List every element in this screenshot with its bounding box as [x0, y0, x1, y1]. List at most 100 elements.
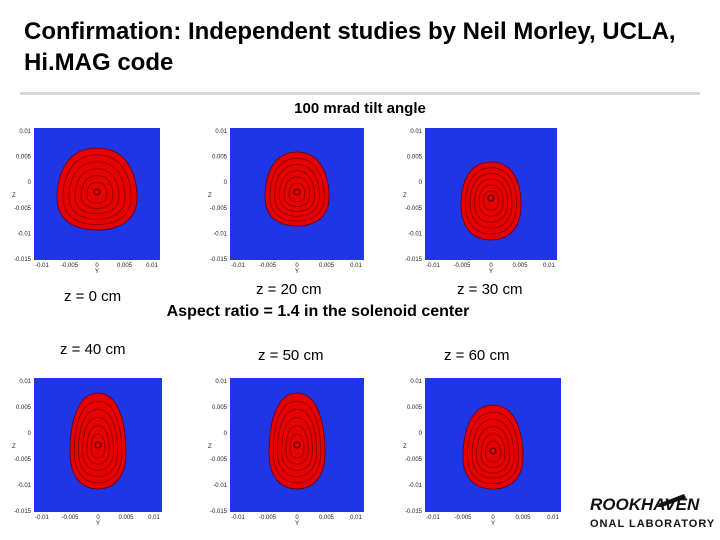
contour-line [467, 411, 519, 484]
contour-line [283, 176, 311, 207]
logo-swoosh [658, 494, 686, 507]
x-tick-label: 0.005 [117, 263, 133, 269]
y-tick-label: -0.005 [210, 457, 228, 463]
y-tick-label: 0.01 [215, 379, 227, 385]
y-tick-label: -0.015 [210, 509, 228, 515]
y-axis-label: Z [208, 193, 212, 199]
contour-core [489, 447, 497, 455]
contour-line [80, 175, 114, 209]
caption-z60: z = 60 cm [444, 347, 510, 364]
contour-plot-z20: 0.01 0.005 0 -0.005 -0.01 -0.015 Z -0.01 -0.005 0… [202, 124, 368, 274]
y-tick-label: 0 [28, 431, 32, 437]
x-tick-label: -0.005 [453, 263, 471, 269]
aspect-ratio-note: Aspect ratio = 1.4 in the solenoid cente… [166, 303, 470, 320]
contour-line [272, 400, 322, 484]
x-tick-label: 0 [96, 515, 100, 521]
caption-z20: z = 20 cm [256, 281, 322, 298]
x-tick-label: 0.01 [146, 263, 158, 269]
contour-line [478, 184, 504, 217]
x-tick-label: 0.005 [319, 263, 335, 269]
contour-line [277, 409, 317, 477]
x-tick-label: 0 [295, 515, 299, 521]
x-tick-label: 0.01 [350, 263, 362, 269]
y-tick-label: -0.01 [17, 483, 31, 489]
y-tick-label: 0.01 [410, 129, 422, 135]
y-tick-label: 0.005 [16, 155, 32, 161]
contour-line [465, 167, 517, 235]
contour-line [274, 164, 320, 217]
x-tick-label: 0 [95, 263, 99, 269]
x-axis-label: Y [95, 269, 99, 274]
y-tick-label: -0.01 [213, 231, 227, 237]
contour-line [68, 161, 126, 220]
contour-line [86, 425, 110, 465]
contour-line [285, 425, 309, 465]
contour-line [86, 182, 108, 204]
contour-line [78, 409, 118, 477]
contour-line [480, 433, 506, 468]
y-tick-label: 0.005 [407, 405, 423, 411]
contour-core [293, 188, 301, 196]
y-tick-label: -0.005 [405, 206, 423, 212]
y-tick-label: 0.005 [212, 405, 228, 411]
x-tick-label: 0 [489, 263, 493, 269]
x-tick-label: 0 [491, 515, 495, 521]
contour-line [73, 400, 123, 484]
x-tick-label: -0.01 [426, 263, 440, 269]
y-tick-label: -0.005 [14, 457, 32, 463]
title-divider [20, 92, 700, 95]
brookhaven-logo: ROOKHAVEN ONAL LABORATORY [588, 492, 720, 532]
x-tick-label: 0.005 [515, 515, 531, 521]
contour-region [268, 392, 326, 490]
contour-plot-z30: 0.01 0.005 0 -0.005 -0.01 -0.015 Z -0.01 -0.005 0… [397, 124, 561, 274]
y-tick-label: 0.005 [16, 405, 32, 411]
x-tick-label: -0.01 [231, 515, 245, 521]
contour-line [82, 417, 114, 471]
x-axis-label: Y [96, 521, 100, 526]
x-axis-label: Y [489, 269, 493, 274]
y-axis-label: Z [403, 193, 407, 199]
caption-z40: z = 40 cm [60, 341, 126, 358]
y-tick-label: 0.005 [407, 155, 423, 161]
y-tick-label: -0.01 [408, 231, 422, 237]
contour-line [485, 440, 501, 463]
contour-core [94, 441, 102, 449]
contour-line [483, 190, 499, 211]
x-tick-label: 0.01 [350, 515, 362, 521]
y-tick-label: -0.005 [210, 206, 228, 212]
y-tick-label: 0 [419, 180, 423, 186]
contour-line [279, 170, 315, 212]
x-tick-label: -0.01 [35, 263, 49, 269]
y-tick-label: 0.01 [19, 379, 31, 385]
contour-core [93, 188, 101, 196]
y-tick-label: 0 [28, 180, 32, 186]
contour-line [476, 426, 510, 474]
x-tick-label: -0.005 [259, 263, 277, 269]
caption-z30: z = 30 cm [457, 281, 523, 298]
x-tick-label: -0.005 [259, 515, 277, 521]
y-tick-label: -0.015 [405, 509, 423, 515]
y-tick-label: 0.01 [410, 379, 422, 385]
x-tick-label: -0.01 [35, 515, 49, 521]
contour-line [289, 433, 305, 459]
y-tick-label: -0.015 [14, 509, 32, 515]
slide-subtitle: 100 mrad tilt angle [294, 100, 426, 117]
y-axis-label: Z [12, 193, 16, 199]
y-axis-label: Z [403, 444, 407, 450]
x-axis-label: Y [295, 269, 299, 274]
x-tick-label: -0.005 [61, 263, 79, 269]
logo-text-line2: ONAL LABORATORY [590, 518, 715, 530]
y-tick-label: -0.015 [405, 257, 423, 263]
y-axis-label: Z [12, 444, 16, 450]
x-tick-label: -0.005 [454, 515, 472, 521]
x-tick-label: 0 [295, 263, 299, 269]
y-tick-label: -0.01 [408, 483, 422, 489]
contour-line [74, 168, 120, 215]
contour-line [471, 419, 515, 479]
contour-line [474, 178, 508, 223]
contour-line [62, 154, 132, 225]
y-tick-label: -0.01 [213, 483, 227, 489]
x-tick-label: 0.01 [543, 263, 555, 269]
contour-line [469, 173, 513, 229]
x-tick-label: -0.005 [61, 515, 79, 521]
